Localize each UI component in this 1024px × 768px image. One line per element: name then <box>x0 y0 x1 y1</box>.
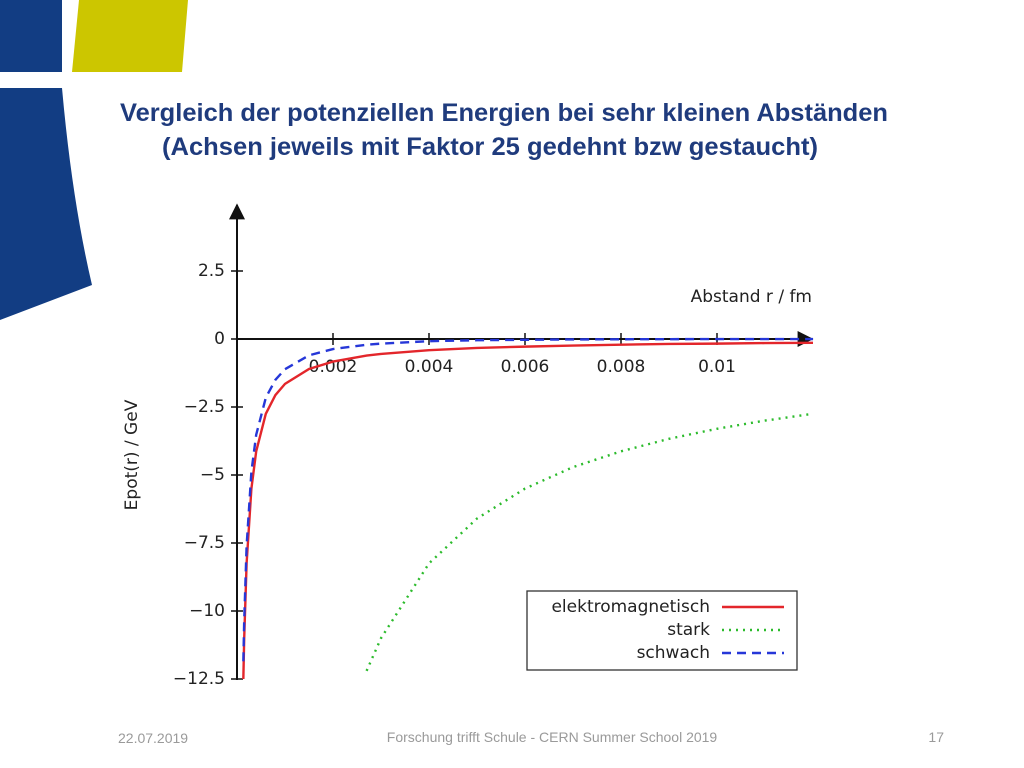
x-tick-label: 0.01 <box>698 357 736 377</box>
x-tick-label: 0.002 <box>309 357 358 377</box>
y-tick-label: −5 <box>200 465 225 485</box>
x-axis-label: Abstand r / fm <box>691 287 812 307</box>
legend-label: stark <box>667 620 710 640</box>
series-line <box>242 341 814 680</box>
deco-blue <box>0 0 62 72</box>
x-tick-label: 0.004 <box>405 357 454 377</box>
footer-date: 22.07.2019 <box>118 730 188 746</box>
y-tick-label: 2.5 <box>198 261 225 281</box>
y-tick-label: −12.5 <box>173 669 225 689</box>
legend-label: elektromagnetisch <box>551 597 710 617</box>
deco-yellow <box>72 0 188 72</box>
deco-blue-2 <box>0 88 92 320</box>
page-number: 17 <box>928 729 944 745</box>
title-line: (Achsen jeweils mit Faktor 25 gedehnt bz… <box>162 133 818 161</box>
series-line <box>242 337 814 662</box>
x-tick-label: 0.008 <box>597 357 646 377</box>
legend: elektromagnetisch stark schwach <box>526 590 798 671</box>
y-tick-label: 0 <box>214 329 225 349</box>
y-axis-label: Epot(r) / GeV <box>122 399 142 510</box>
legend-label: schwach <box>637 643 710 663</box>
y-tick-label: −7.5 <box>184 533 225 553</box>
title-line: Vergleich der potenziellen Energien bei … <box>120 99 888 127</box>
footer-text: Forschung trifft Schule - CERN Summer Sc… <box>387 729 718 745</box>
x-tick-label: 0.006 <box>501 357 550 377</box>
y-tick-label: −10 <box>189 601 225 621</box>
y-tick-label: −2.5 <box>184 397 225 417</box>
